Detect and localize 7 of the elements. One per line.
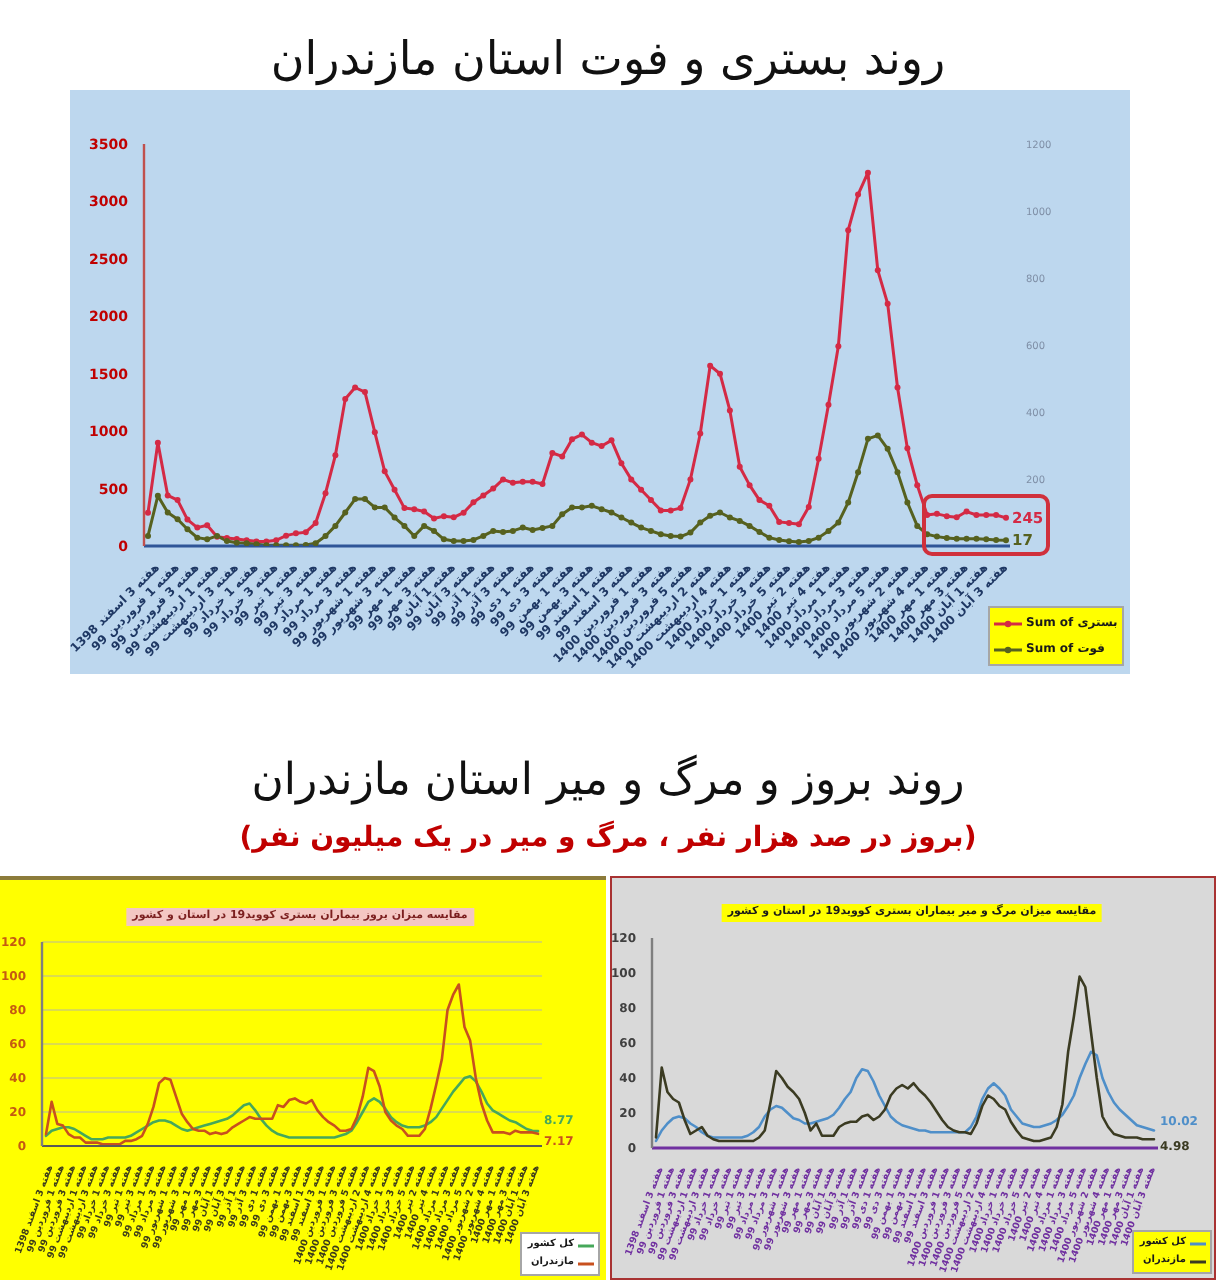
text: (بروز در صد هزار نفر ، مرگ و میر در یک میلیون نفر) bbox=[237, 818, 979, 858]
line-series bbox=[44, 1075, 540, 1141]
line-series bbox=[654, 1050, 1156, 1143]
chart-title: روند بروز و مرگ و میر استان مازندران bbox=[249, 752, 967, 810]
line-series bbox=[44, 983, 540, 1146]
line-series bbox=[654, 975, 1156, 1143]
chart-title: روند بستری و فوت استان مازندران bbox=[268, 32, 948, 90]
